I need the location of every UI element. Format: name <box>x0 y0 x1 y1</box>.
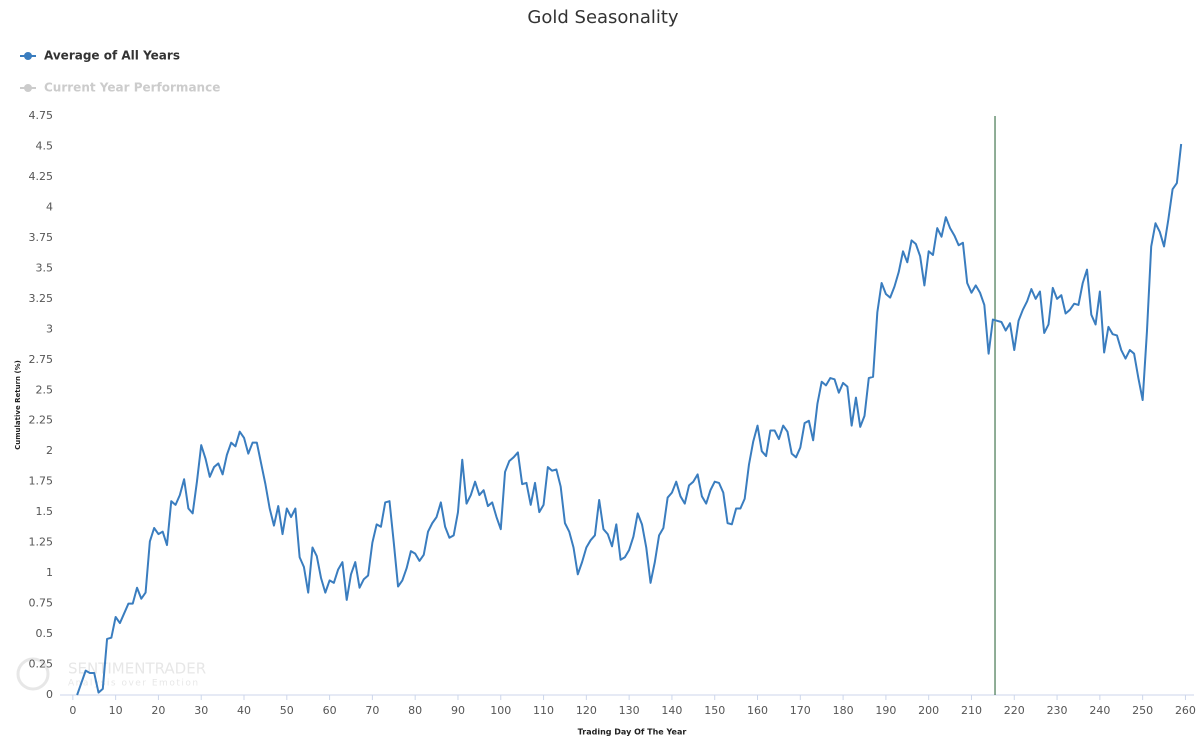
y-tick-label: 3 <box>46 322 53 335</box>
legend-label: Current Year Performance <box>44 81 220 95</box>
legend-item[interactable]: Average of All Years <box>20 49 180 63</box>
x-tick-label: 250 <box>1132 704 1153 717</box>
legend-label: Average of All Years <box>44 49 180 63</box>
watermark: SENTIMENTRADER Analysis over Emotion <box>16 657 206 691</box>
x-axis-title: Trading Day Of The Year <box>578 728 687 737</box>
x-tick-label: 170 <box>790 704 811 717</box>
y-tick-label: 0.25 <box>29 658 54 671</box>
y-tick-label: 4.5 <box>36 139 54 152</box>
y-tick-label: 1.25 <box>29 536 54 549</box>
x-tick-label: 0 <box>69 704 76 717</box>
x-tick-label: 50 <box>280 704 294 717</box>
x-tick-label: 160 <box>747 704 768 717</box>
y-tick-label: 0.5 <box>36 627 54 640</box>
y-tick-label: 2.75 <box>29 353 54 366</box>
x-tick-label: 140 <box>661 704 682 717</box>
y-tick-label: 2.5 <box>36 383 54 396</box>
y-tick-label: 1 <box>46 566 53 579</box>
x-tick-label: 260 <box>1175 704 1196 717</box>
y-tick-label: 0.75 <box>29 597 54 610</box>
x-tick-label: 70 <box>365 704 379 717</box>
x-tick-label: 100 <box>490 704 511 717</box>
x-tick-label: 110 <box>533 704 554 717</box>
x-tick-label: 190 <box>875 704 896 717</box>
y-tick-label: 4 <box>46 200 53 213</box>
y-tick-label: 1.75 <box>29 475 54 488</box>
x-tick-label: 40 <box>237 704 251 717</box>
watermark-subtext: Analysis over Emotion <box>68 679 200 689</box>
y-tick-label: 3.75 <box>29 231 54 244</box>
x-tick-label: 150 <box>704 704 725 717</box>
y-tick-label: 4.25 <box>29 170 54 183</box>
y-tick-label: 4.75 <box>29 109 54 122</box>
watermark-icon <box>16 657 50 691</box>
x-tick-label: 30 <box>194 704 208 717</box>
x-tick-label: 230 <box>1047 704 1068 717</box>
y-axis-title: Cumulative Return (%) <box>14 360 22 450</box>
x-tick-label: 20 <box>151 704 165 717</box>
y-tick-label: 3.25 <box>29 292 54 305</box>
y-tick-label: 0 <box>46 688 53 701</box>
x-tick-label: 200 <box>918 704 939 717</box>
x-tick-label: 10 <box>109 704 123 717</box>
x-tick-label: 60 <box>323 704 337 717</box>
y-tick-label: 1.5 <box>36 505 54 518</box>
x-tick-label: 130 <box>619 704 640 717</box>
x-tick-label: 80 <box>408 704 422 717</box>
x-tick-label: 180 <box>833 704 854 717</box>
watermark-text: SENTIMENTRADER <box>68 660 206 678</box>
legend-symbol <box>24 52 32 60</box>
y-tick-label: 3.5 <box>36 261 54 274</box>
x-tick-label: 220 <box>1004 704 1025 717</box>
x-tick-label: 90 <box>451 704 465 717</box>
chart-title: Gold Seasonality <box>527 7 679 28</box>
x-tick-label: 210 <box>961 704 982 717</box>
series-line <box>76 143 1183 696</box>
y-tick-label: 2.25 <box>29 414 54 427</box>
x-tick-label: 240 <box>1089 704 1110 717</box>
y-tick-label: 2 <box>46 444 53 457</box>
legend-symbol <box>24 84 32 92</box>
x-tick-label: 120 <box>576 704 597 717</box>
legend-item[interactable]: Current Year Performance <box>20 81 220 95</box>
